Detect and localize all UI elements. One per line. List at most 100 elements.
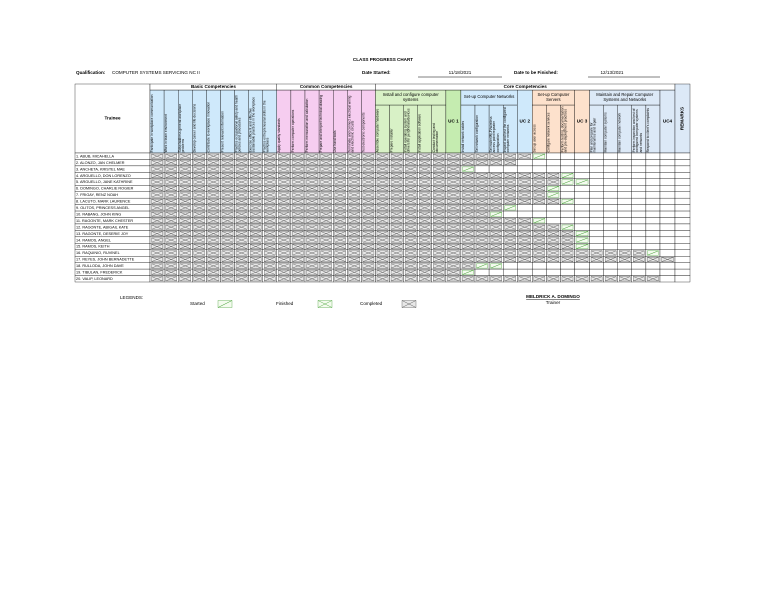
group-title: Basic Competencies xyxy=(191,84,236,89)
started-icon-part xyxy=(561,179,574,185)
completed-icon-part xyxy=(235,218,248,224)
completed-icon xyxy=(278,166,290,172)
completed-icon-part xyxy=(533,276,545,282)
completed-icon xyxy=(447,276,460,282)
completed-icon xyxy=(490,224,502,230)
completed-icon-part xyxy=(320,211,332,217)
completed-icon xyxy=(376,211,389,217)
completed-icon-part xyxy=(221,218,234,224)
completed-icon xyxy=(151,250,163,256)
progress-cell xyxy=(574,172,590,179)
started-icon-part xyxy=(490,263,502,269)
completed-icon-part xyxy=(419,237,431,243)
completed-icon-part xyxy=(264,250,276,256)
completed-icon-part xyxy=(334,269,346,275)
completed-icon-part xyxy=(221,237,234,243)
date-finished: 12/13/2021 xyxy=(601,70,624,75)
started-icon-part xyxy=(547,192,560,198)
completed-icon xyxy=(533,231,546,237)
progress-cell xyxy=(603,165,618,173)
completed-icon xyxy=(306,153,318,159)
completed-icon-part xyxy=(547,276,560,282)
completed-icon-part xyxy=(221,257,234,262)
completed-icon xyxy=(547,276,560,282)
completed-icon-part xyxy=(235,179,248,185)
completed-icon xyxy=(447,263,460,269)
completed-icon-part xyxy=(405,211,417,217)
completed-icon xyxy=(165,198,177,204)
completed-icon xyxy=(306,192,318,198)
completed-icon-part xyxy=(390,224,403,230)
completed-icon-part xyxy=(306,257,318,262)
completed-icon-part xyxy=(518,224,531,230)
completed-icon xyxy=(179,231,191,237)
completed-icon xyxy=(661,257,674,262)
completed-icon xyxy=(390,269,403,275)
completed-icon xyxy=(221,186,234,191)
completed-icon xyxy=(518,276,531,282)
completed-icon-part xyxy=(306,244,318,249)
completed-icon xyxy=(476,211,488,217)
completed-icon xyxy=(193,160,206,166)
completed-icon xyxy=(604,250,617,256)
completed-icon xyxy=(462,153,474,159)
remarks-cell xyxy=(674,230,691,238)
completed-icon xyxy=(334,269,346,275)
progress-cell xyxy=(617,197,632,205)
completed-icon xyxy=(193,269,206,275)
completed-icon-part xyxy=(264,263,276,269)
completed-icon xyxy=(193,244,206,249)
completed-icon-part xyxy=(207,186,220,191)
progress-cell xyxy=(503,165,518,173)
completed-icon xyxy=(151,153,163,159)
progress-cell xyxy=(589,152,604,160)
completed-icon-part xyxy=(179,250,191,256)
completed-icon-part xyxy=(278,160,290,166)
completed-icon xyxy=(151,205,163,211)
competency-header-box: Perform inspection and test of configure… xyxy=(632,109,643,153)
completed-icon xyxy=(306,205,318,211)
completed-icon-part xyxy=(306,192,318,198)
completed-icon-part xyxy=(390,160,403,166)
progress-cell xyxy=(631,185,647,192)
competency-header-box: Assemble computer hardware xyxy=(375,109,379,153)
completed-icon-part xyxy=(165,205,177,211)
completed-icon-part xyxy=(207,263,220,269)
completed-icon xyxy=(165,218,177,224)
progress-cell xyxy=(546,268,561,276)
completed-icon-part xyxy=(292,250,304,256)
completed-icon xyxy=(306,186,318,191)
completed-icon xyxy=(306,211,318,217)
started-icon-part xyxy=(575,179,589,185)
completed-icon-part xyxy=(264,186,276,191)
completed-icon-part xyxy=(193,192,205,198)
completed-icon-part xyxy=(165,166,177,172)
started-icon xyxy=(575,179,589,185)
completed-icon xyxy=(235,257,248,262)
progress-cell xyxy=(532,159,547,167)
completed-icon-part xyxy=(221,211,234,217)
completed-icon xyxy=(249,211,262,217)
completed-icon xyxy=(362,257,375,262)
completed-icon xyxy=(334,211,346,217)
completed-icon xyxy=(193,198,206,204)
completed-icon xyxy=(619,250,631,256)
trainee-name: 19. TIBULAN, FREDERICK xyxy=(76,271,123,275)
completed-icon-part xyxy=(390,237,403,243)
remarks-cell xyxy=(674,256,691,263)
completed-icon-part xyxy=(292,186,304,191)
progress-cell xyxy=(574,217,590,225)
completed-icon-part xyxy=(306,198,318,204)
completed-icon xyxy=(419,244,431,249)
completed-icon-part xyxy=(348,211,360,217)
progress-cell xyxy=(645,230,661,238)
completed-icon xyxy=(348,250,361,256)
completed-icon xyxy=(404,263,417,269)
completed-icon xyxy=(235,173,248,178)
progress-cell xyxy=(574,159,590,167)
completed-icon-part xyxy=(376,205,389,211)
progress-cell xyxy=(560,204,575,212)
progress-cell xyxy=(645,243,661,250)
completed-icon-part xyxy=(179,257,191,262)
completed-icon-part xyxy=(547,179,560,185)
